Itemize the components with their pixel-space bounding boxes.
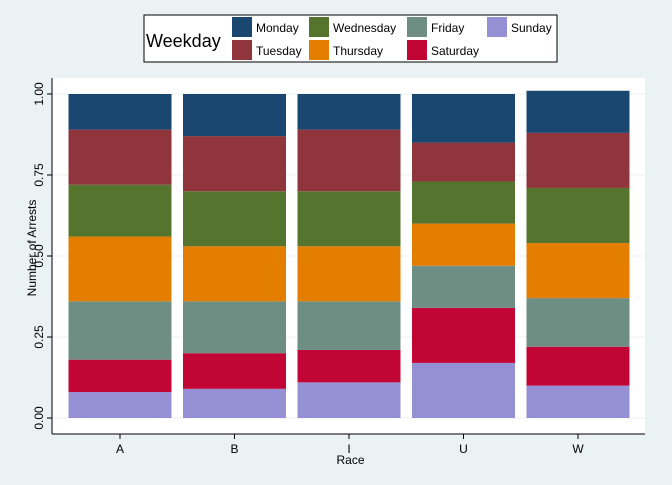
legend-label-thursday: Thursday — [333, 44, 383, 58]
legend-swatch-monday — [232, 17, 252, 37]
x-tick-label-I: I — [347, 442, 350, 456]
bar-U-monday — [412, 94, 515, 143]
legend-label-monday: Monday — [256, 21, 299, 35]
legend-swatch-wednesday — [309, 17, 329, 37]
bar-W-sunday — [526, 385, 630, 418]
legend-swatch-tuesday — [232, 40, 252, 60]
bar-A-saturday — [68, 359, 172, 393]
bar-A-friday — [68, 301, 172, 360]
legend-swatch-sunday — [487, 17, 507, 37]
bar-W-friday — [526, 298, 630, 347]
bar-W-saturday — [526, 346, 630, 386]
bar-U-thursday — [412, 223, 515, 266]
bar-A-sunday — [68, 392, 172, 418]
y-tick-label-3: 0.75 — [32, 163, 46, 187]
legend-label-tuesday: Tuesday — [256, 44, 302, 58]
legend-swatch-saturday — [407, 40, 427, 60]
bar-U-tuesday — [412, 142, 515, 182]
bar-U-saturday — [412, 307, 515, 363]
x-axis-title: Race — [336, 453, 364, 467]
bar-W-wednesday — [526, 187, 630, 244]
y-tick-label-1: 0.25 — [32, 325, 46, 349]
bar-B-sunday — [183, 388, 286, 418]
legend-swatch-thursday — [309, 40, 329, 60]
bar-U-sunday — [412, 362, 515, 418]
bar-I-tuesday — [297, 129, 401, 192]
bar-I-monday — [297, 94, 401, 130]
x-tick-label-A: A — [116, 442, 124, 456]
bar-B-friday — [183, 301, 286, 354]
bar-A-tuesday — [68, 129, 172, 185]
bar-I-wednesday — [297, 191, 401, 247]
bar-A-wednesday — [68, 184, 172, 237]
bar-B-saturday — [183, 353, 286, 389]
y-tick-label-2: 0.50 — [32, 244, 46, 268]
x-tick-label-B: B — [230, 442, 238, 456]
x-tick-label-U: U — [459, 442, 468, 456]
bar-W-tuesday — [526, 132, 630, 188]
bar-B-tuesday — [183, 136, 286, 192]
bar-U-wednesday — [412, 181, 515, 224]
bar-I-sunday — [297, 382, 401, 418]
bar-A-thursday — [68, 236, 172, 302]
bar-I-friday — [297, 301, 401, 350]
bar-I-thursday — [297, 246, 401, 302]
bar-B-thursday — [183, 246, 286, 302]
bar-W-monday — [526, 90, 630, 133]
y-axis-title: Number of Arrests — [25, 200, 39, 297]
legend-title: Weekday — [146, 31, 221, 51]
x-tick-label-W: W — [572, 442, 584, 456]
bar-B-monday — [183, 94, 286, 137]
bar-I-saturday — [297, 349, 401, 383]
bar-W-thursday — [526, 243, 630, 299]
y-tick-label-4: 1.00 — [32, 82, 46, 106]
legend-label-sunday: Sunday — [511, 21, 552, 35]
y-tick-label-0: 0.00 — [32, 406, 46, 430]
legend-label-wednesday: Wednesday — [333, 21, 396, 35]
legend-label-friday: Friday — [431, 21, 464, 35]
bar-A-monday — [68, 94, 172, 130]
bar-U-friday — [412, 265, 515, 308]
legend-label-saturday: Saturday — [431, 44, 479, 58]
legend-swatch-friday — [407, 17, 427, 37]
bar-B-wednesday — [183, 191, 286, 247]
